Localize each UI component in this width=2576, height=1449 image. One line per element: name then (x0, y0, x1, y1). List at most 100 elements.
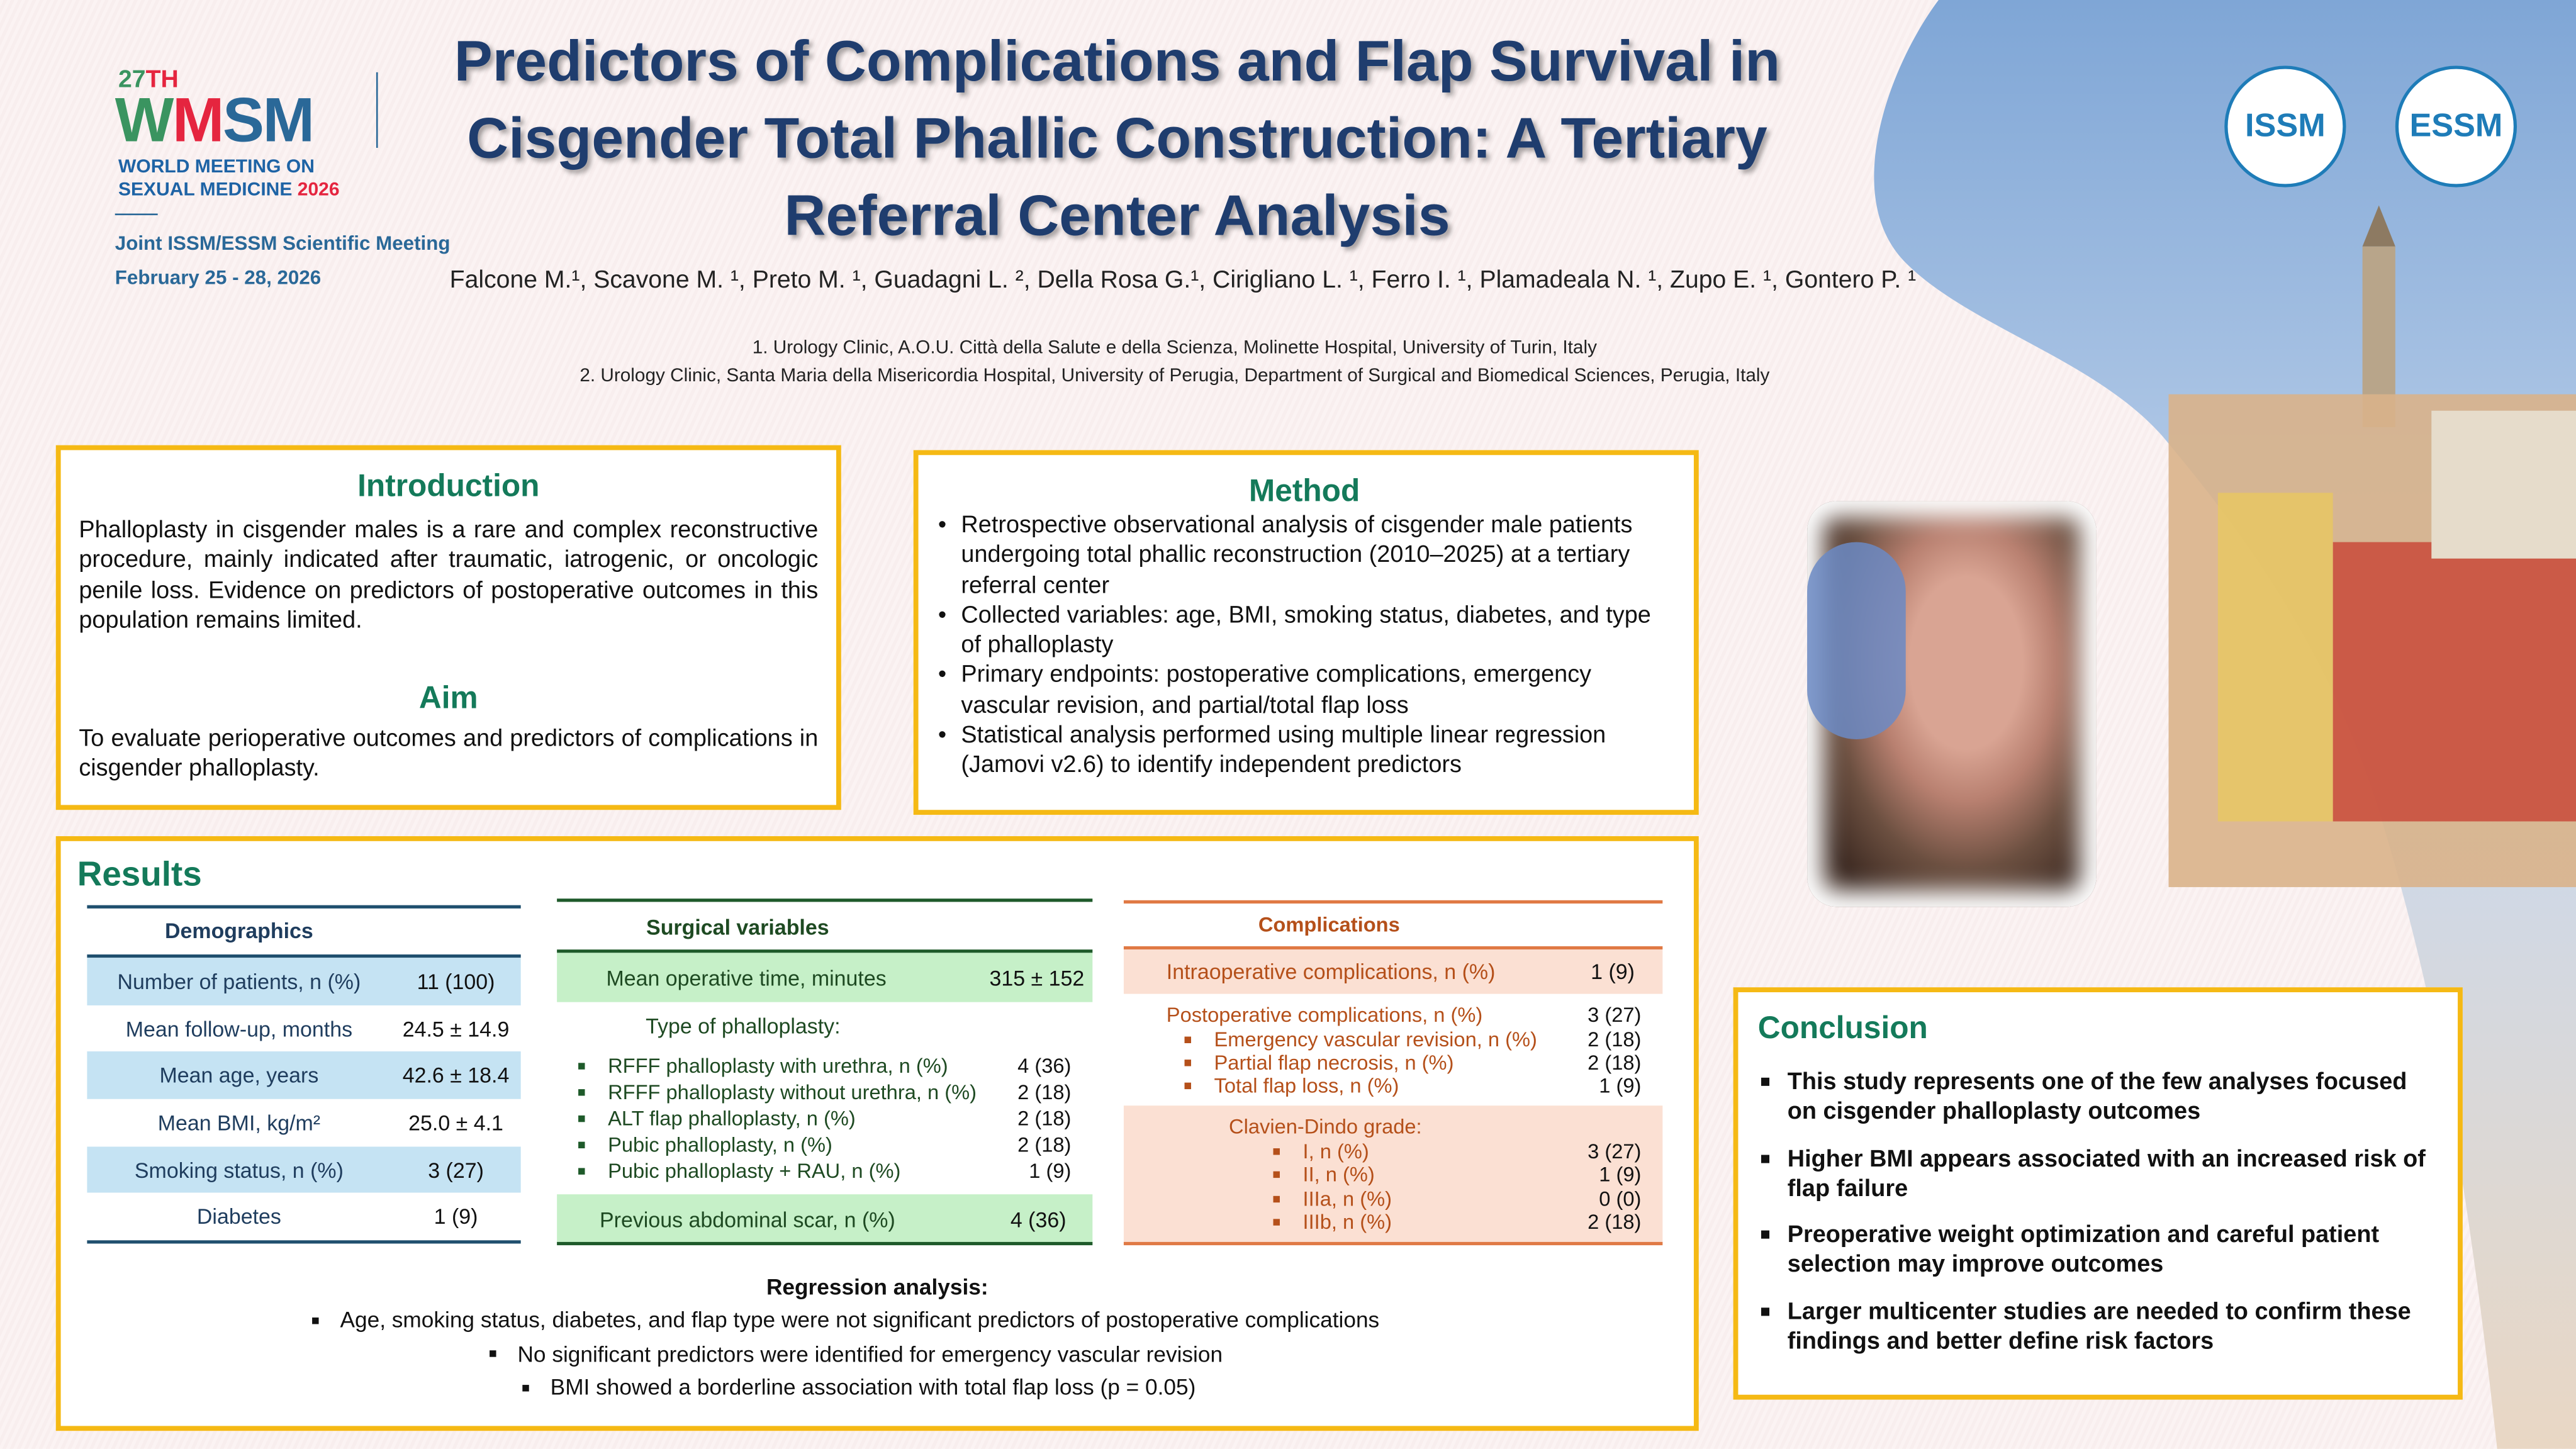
bullet-icon (578, 1063, 585, 1070)
essm-logo: ESSM (2395, 65, 2517, 187)
aim-heading: Aim (418, 682, 478, 717)
row-value: 2 (18) (1588, 1027, 1642, 1051)
regression-text: No significant predictors were identifie… (517, 1341, 1223, 1367)
row-label: RFFF phalloplasty without urethra, n (%) (608, 1081, 977, 1104)
row-value: 25.0 ± 4.1 (408, 1110, 503, 1136)
results-heading: Results (77, 856, 202, 894)
row-value: 2 (18) (1017, 1133, 1072, 1157)
method-item: Collected variables: age, BMI, smoking s… (938, 601, 1671, 661)
list-item: Pubic phalloplasty, n (%) 2 (18) (578, 1132, 1071, 1158)
logo-subtitle: WORLD MEETING ON SEXUAL MEDICINE 2026 (118, 157, 340, 201)
row-label: Previous abdominal scar, n (%) (600, 1206, 895, 1231)
row-value: 1 (9) (434, 1204, 478, 1229)
logo-divider (376, 72, 378, 148)
bullet-icon (522, 1384, 529, 1392)
method-list: Retrospective observational analysis of … (938, 511, 1671, 781)
table-rule (87, 954, 521, 958)
introduction-text: Phalloplasty in cisgender males is a rar… (79, 517, 819, 634)
row-value: 42.6 ± 18.4 (402, 1063, 510, 1088)
method-heading: Method (1248, 474, 1360, 510)
table-row: Mean follow-up, months 24.5 ± 14.9 (87, 1005, 520, 1052)
list-item: I, n (%) 3 (27) (1273, 1138, 1642, 1163)
meeting-name: Joint ISSM/ESSM Scientific Meeting (115, 232, 451, 255)
row-value: 2 (18) (1588, 1211, 1642, 1234)
clavien-dindo-label: Clavien-Dindo grade: (1229, 1115, 1422, 1139)
conclusion-heading: Conclusion (1757, 1012, 1928, 1047)
row-label: Diabetes (196, 1204, 281, 1229)
table-rule (1123, 900, 1663, 904)
row-label: Mean operative time, minutes (606, 965, 887, 990)
row-value: 3 (27) (428, 1157, 484, 1182)
bullet-icon (490, 1350, 496, 1358)
row-label: Mean follow-up, months (125, 1015, 353, 1041)
row-label: Pubic phalloplasty, n (%) (608, 1133, 832, 1157)
list-item: Postoperative complications, n (%) 3 (27… (1167, 1002, 1642, 1027)
row-label: II, n (%) (1302, 1163, 1375, 1187)
row-value: 3 (27) (1588, 1139, 1642, 1163)
conclusion-panel: Conclusion This study represents one of … (1733, 987, 2463, 1400)
regression-heading: Regression analysis: (766, 1275, 988, 1300)
table-row: Mean age, years 42.6 ± 18.4 (87, 1052, 521, 1099)
bullet-icon (578, 1089, 585, 1096)
bullet-icon (578, 1168, 585, 1175)
regression-item: Age, smoking status, diabetes, and flap … (312, 1307, 1380, 1333)
regression-item: No significant predictors were identifie… (490, 1341, 1223, 1367)
authors: Falcone M.¹, Scavone M. ¹, Preto M. ¹, G… (449, 266, 1917, 294)
bullet-icon (578, 1141, 585, 1149)
row-label: Mean age, years (159, 1063, 319, 1088)
row-value: 3 (27) (1588, 1003, 1642, 1026)
row-label: Postoperative complications, n (%) (1166, 1003, 1483, 1026)
conclusion-item: Larger multicenter studies are needed to… (1758, 1297, 2441, 1358)
type-label: Type of phalloplasty: (646, 1013, 841, 1039)
bullet-icon (1184, 1036, 1191, 1043)
row-value: 2 (18) (1017, 1107, 1072, 1131)
table-rule (1123, 946, 1663, 950)
table-row: Previous abdominal scar, n (%) 4 (36) (557, 1194, 1093, 1244)
logo-edition: 27TH (118, 65, 179, 94)
list-item: Total flap loss, n (%) 1 (9) (1184, 1074, 1642, 1099)
bullet-icon (1184, 1059, 1191, 1066)
regression-text: Age, smoking status, diabetes, and flap … (340, 1307, 1380, 1333)
row-value: 4 (36) (1017, 1055, 1072, 1078)
clavien-dindo-block (1123, 1105, 1663, 1244)
list-item: Pubic phalloplasty + RAU, n (%) 1 (9) (578, 1158, 1071, 1185)
row-value: 2 (18) (1017, 1081, 1072, 1104)
list-item: Emergency vascular revision, n (%) 2 (18… (1184, 1027, 1642, 1051)
row-value: 1 (9) (1029, 1160, 1072, 1183)
row-label: Number of patients, n (%) (117, 969, 361, 994)
logo-wmsm: WMSM (115, 87, 315, 157)
row-value: 1 (9) (1599, 1074, 1642, 1098)
affiliation-2: 2. Urology Clinic, Santa Maria della Mis… (580, 366, 1770, 386)
bullet-icon (1273, 1219, 1280, 1226)
bullet-icon (1273, 1195, 1280, 1202)
row-label: Emergency vascular revision, n (%) (1214, 1027, 1537, 1051)
row-label: Intraoperative complications, n (%) (1166, 959, 1496, 984)
table-row: Mean BMI, kg/m² 25.0 ± 4.1 (87, 1099, 520, 1146)
method-item: Statistical analysis performed using mul… (938, 721, 1671, 781)
issm-logo: ISSM (2224, 65, 2346, 187)
table-row: Mean operative time, minutes 315 ± 152 (557, 953, 1093, 1002)
bullet-icon (578, 1115, 585, 1122)
row-value: 24.5 ± 14.9 (402, 1015, 510, 1041)
row-value: 1 (9) (1599, 1163, 1642, 1187)
list-item: IIIa, n (%) 0 (0) (1273, 1187, 1641, 1211)
bullet-icon (1273, 1147, 1280, 1155)
list-item: Partial flap necrosis, n (%) 2 (18) (1184, 1050, 1641, 1075)
list-item: ALT flap phalloplasty, n (%) 2 (18) (578, 1105, 1071, 1132)
table-rule (557, 898, 1093, 902)
affiliation-1: 1. Urology Clinic, A.O.U. Città della Sa… (752, 338, 1597, 359)
regression-item: BMI showed a borderline association with… (522, 1375, 1196, 1401)
row-label: IIIa, n (%) (1302, 1187, 1392, 1211)
row-label: ALT flap phalloplasty, n (%) (608, 1107, 856, 1131)
logo-underline (115, 213, 158, 216)
complications-title: Complications (1258, 913, 1400, 937)
row-label: IIIb, n (%) (1302, 1211, 1392, 1234)
meeting-dates: February 25 - 28, 2026 (115, 266, 322, 289)
conclusion-item: Higher BMI appears associated with an in… (1758, 1144, 2441, 1205)
row-value: 11 (100) (417, 969, 495, 994)
conclusion-item: This study represents one of the few ana… (1758, 1068, 2441, 1128)
row-label: I, n (%) (1302, 1139, 1369, 1163)
table-rule (1123, 1241, 1663, 1246)
city-background-image (1874, 0, 2576, 1449)
table-row: Intraoperative complications, n (%) 1 (9… (1123, 949, 1663, 994)
